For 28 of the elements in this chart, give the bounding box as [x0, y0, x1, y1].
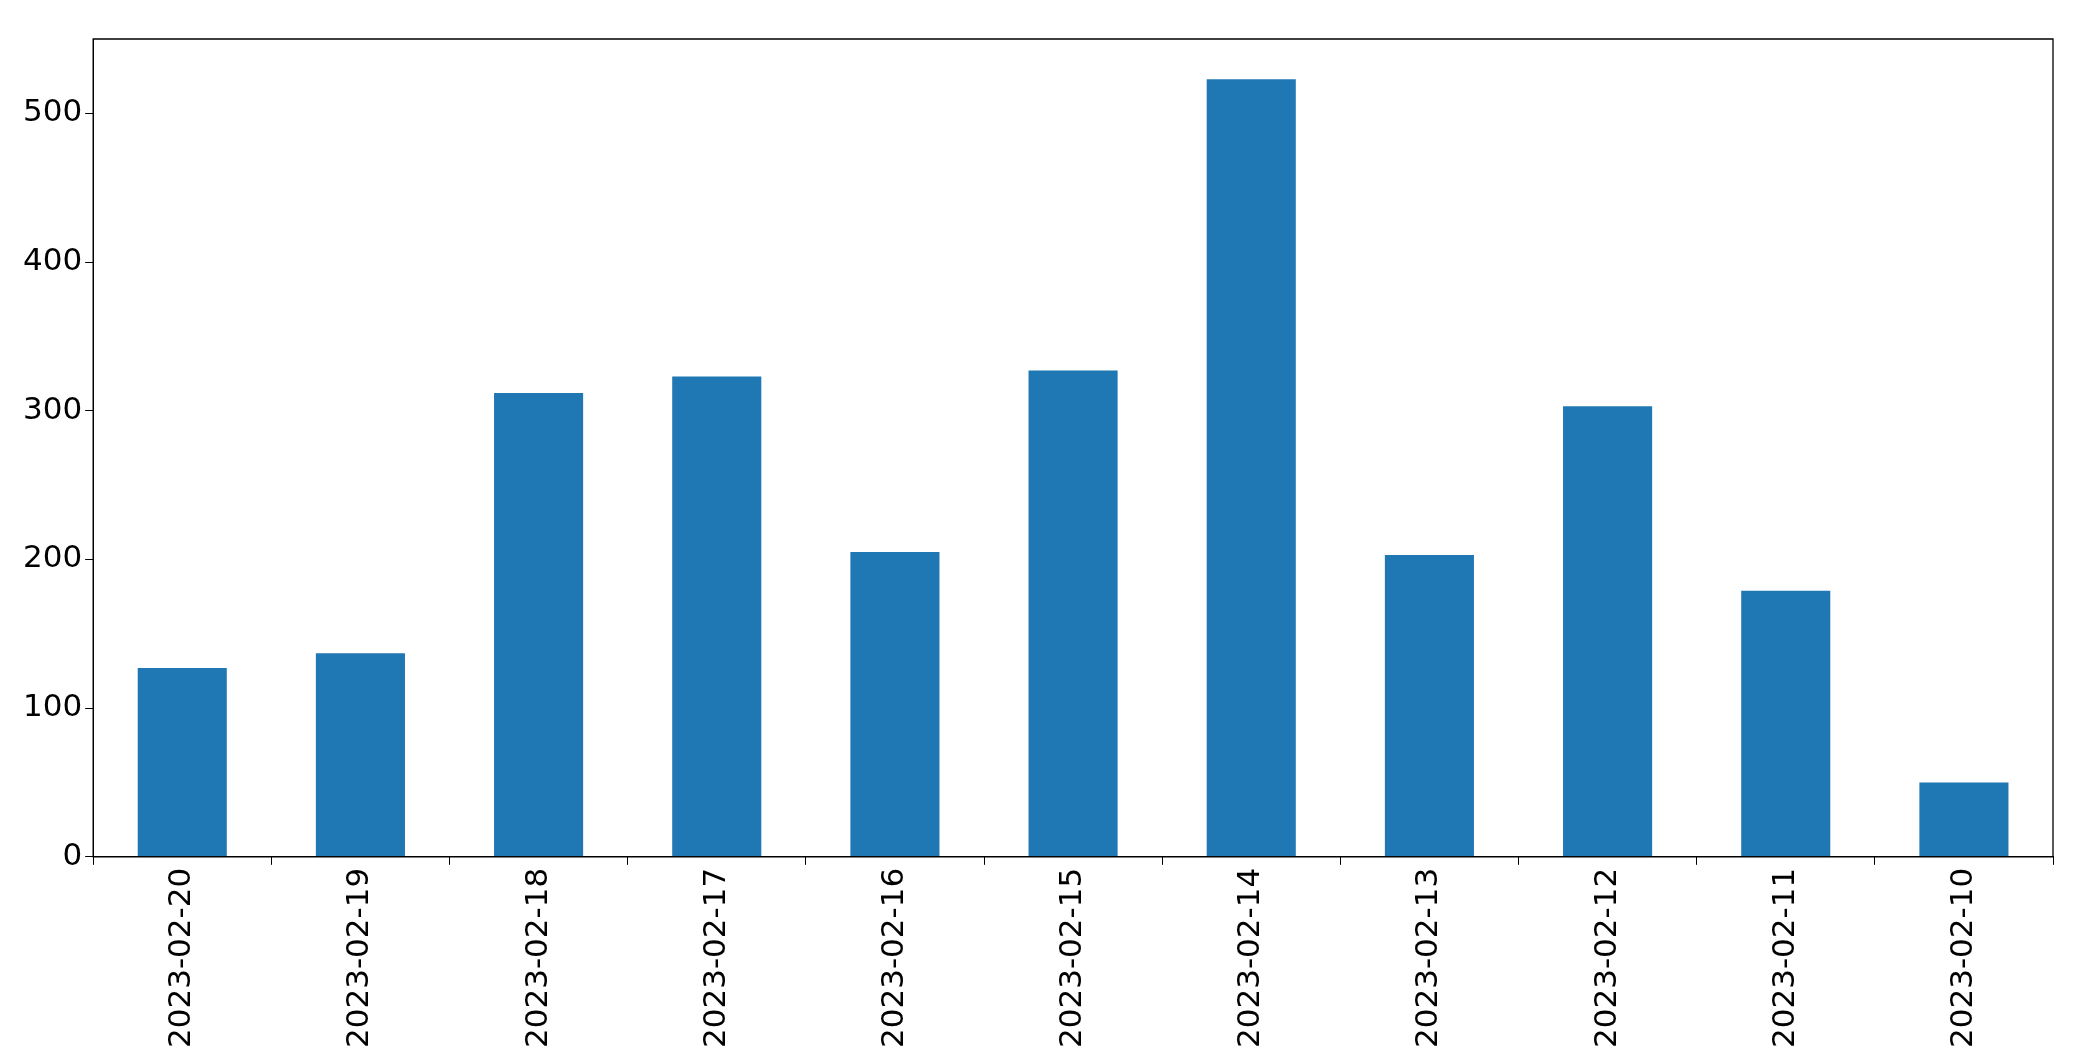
- bar: [1028, 370, 1118, 857]
- y-tick-label: 200: [23, 538, 83, 575]
- x-tick-label: 2023-02-10: [1942, 867, 1979, 1049]
- x-tick-label: 2023-02-20: [161, 867, 198, 1049]
- bar: [672, 376, 762, 857]
- x-tick-label: 2023-02-11: [1764, 867, 1801, 1049]
- y-tick-label: 500: [23, 92, 83, 129]
- bar: [1206, 79, 1296, 857]
- bar: [137, 668, 227, 857]
- y-tick-label: 300: [23, 389, 83, 426]
- bar: [315, 653, 405, 857]
- x-tick-label: 2023-02-19: [339, 867, 376, 1049]
- x-tick-label: 2023-02-16: [873, 867, 910, 1049]
- x-tick-label: 2023-02-15: [1052, 867, 1089, 1049]
- bar: [494, 392, 584, 857]
- x-tick-label: 2023-02-13: [1408, 867, 1445, 1049]
- y-tick-label: 0: [62, 835, 83, 872]
- bar: [1919, 782, 2009, 857]
- x-tick-label: 2023-02-18: [517, 867, 554, 1049]
- x-tick-label: 2023-02-17: [695, 867, 732, 1049]
- bar: [1384, 554, 1474, 857]
- y-tick-label: 100: [23, 687, 83, 724]
- bar: [1563, 406, 1653, 857]
- y-tick-label: 400: [23, 241, 83, 278]
- bar: [850, 552, 940, 857]
- bar: [1741, 590, 1831, 857]
- x-tick-label: 2023-02-14: [1230, 867, 1267, 1049]
- x-tick-label: 2023-02-12: [1586, 867, 1623, 1049]
